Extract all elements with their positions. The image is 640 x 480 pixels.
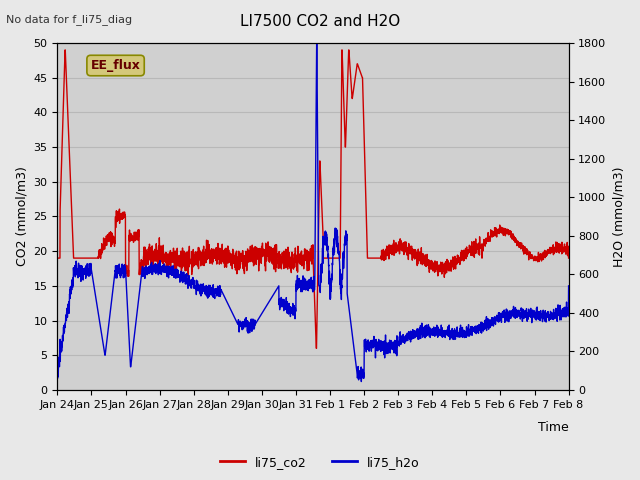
Legend: li75_co2, li75_h2o: li75_co2, li75_h2o [215,451,425,474]
Y-axis label: H2O (mmol/m3): H2O (mmol/m3) [612,166,625,267]
Y-axis label: CO2 (mmol/m3): CO2 (mmol/m3) [15,167,28,266]
Text: LI7500 CO2 and H2O: LI7500 CO2 and H2O [240,14,400,29]
Text: No data for f_li75_diag: No data for f_li75_diag [6,14,132,25]
X-axis label: Time: Time [538,421,568,434]
Text: EE_flux: EE_flux [91,59,141,72]
